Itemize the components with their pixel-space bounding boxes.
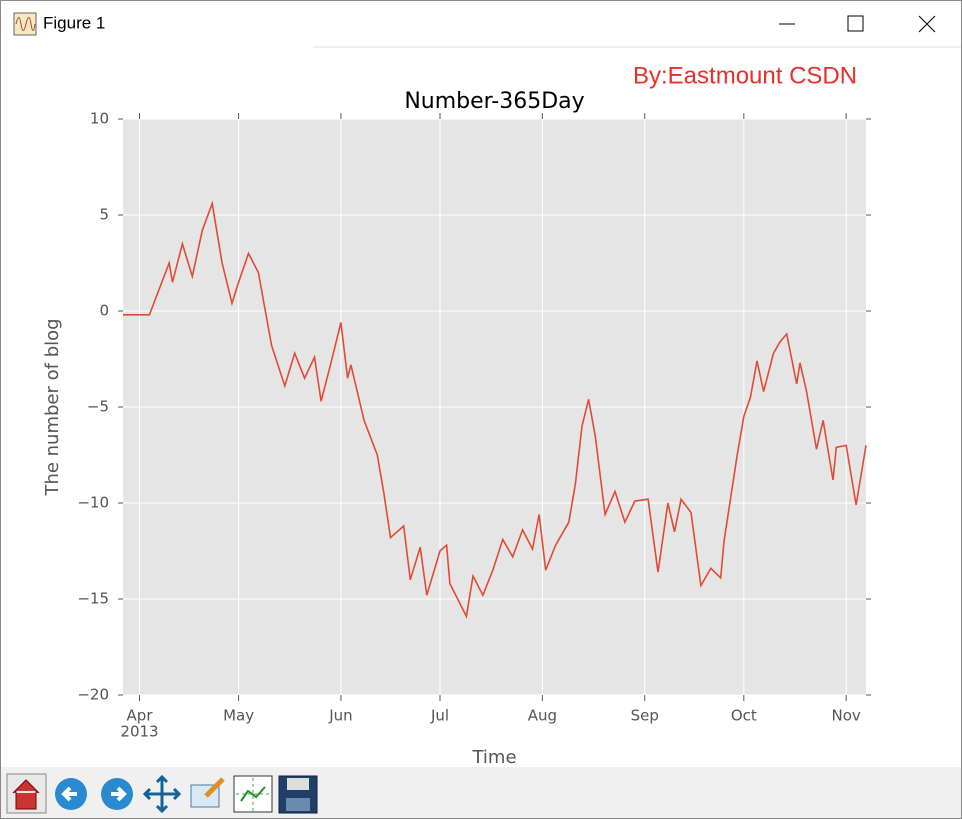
plot: −20 −15 −10 −5 0 5 10 Apr May Jun Jul Aug Sep Oct Nov 2… [42,89,871,768]
save-button[interactable] [278,775,318,814]
x-tick-label: Jul [430,707,449,725]
title-bar [1,1,961,47]
y-tick-label: −5 [87,398,109,416]
pan-button[interactable] [142,774,182,814]
y-tick-label: −10 [77,494,109,512]
x-tick-label: Aug [528,707,557,725]
watermark: By:Eastmount CSDN [633,62,857,89]
window-title: Figure 1 [43,13,105,32]
x-tick-label: Oct [731,707,757,725]
x-year-label: 2013 [120,723,158,741]
home-button[interactable] [6,773,47,814]
y-tick-label: 0 [99,302,109,320]
chart-title: Number-365Day [404,89,584,114]
y-tick-label: 5 [99,206,109,224]
close-button[interactable] [918,15,936,33]
maximize-button[interactable] [847,15,864,32]
x-tick-label: Sep [631,707,659,725]
x-tick-label: Jun [328,707,352,725]
x-axis-label: Time [471,747,516,768]
x-tick-label: May [223,707,254,725]
forward-button[interactable] [101,778,133,810]
y-tick-label: 10 [90,110,109,128]
y-axis-label: The number of blog [42,318,63,496]
app-icon-wave [15,17,36,31]
x-tick-label: Nov [832,707,861,725]
x-tick-label: Apr [127,707,154,725]
app-icon [13,12,37,36]
subplots-button[interactable] [233,775,273,813]
y-tick-label: −15 [77,590,109,608]
data-line [123,200,867,619]
zoom-button[interactable] [190,777,225,808]
back-button[interactable] [55,778,87,810]
y-tick-label: −20 [77,686,109,704]
